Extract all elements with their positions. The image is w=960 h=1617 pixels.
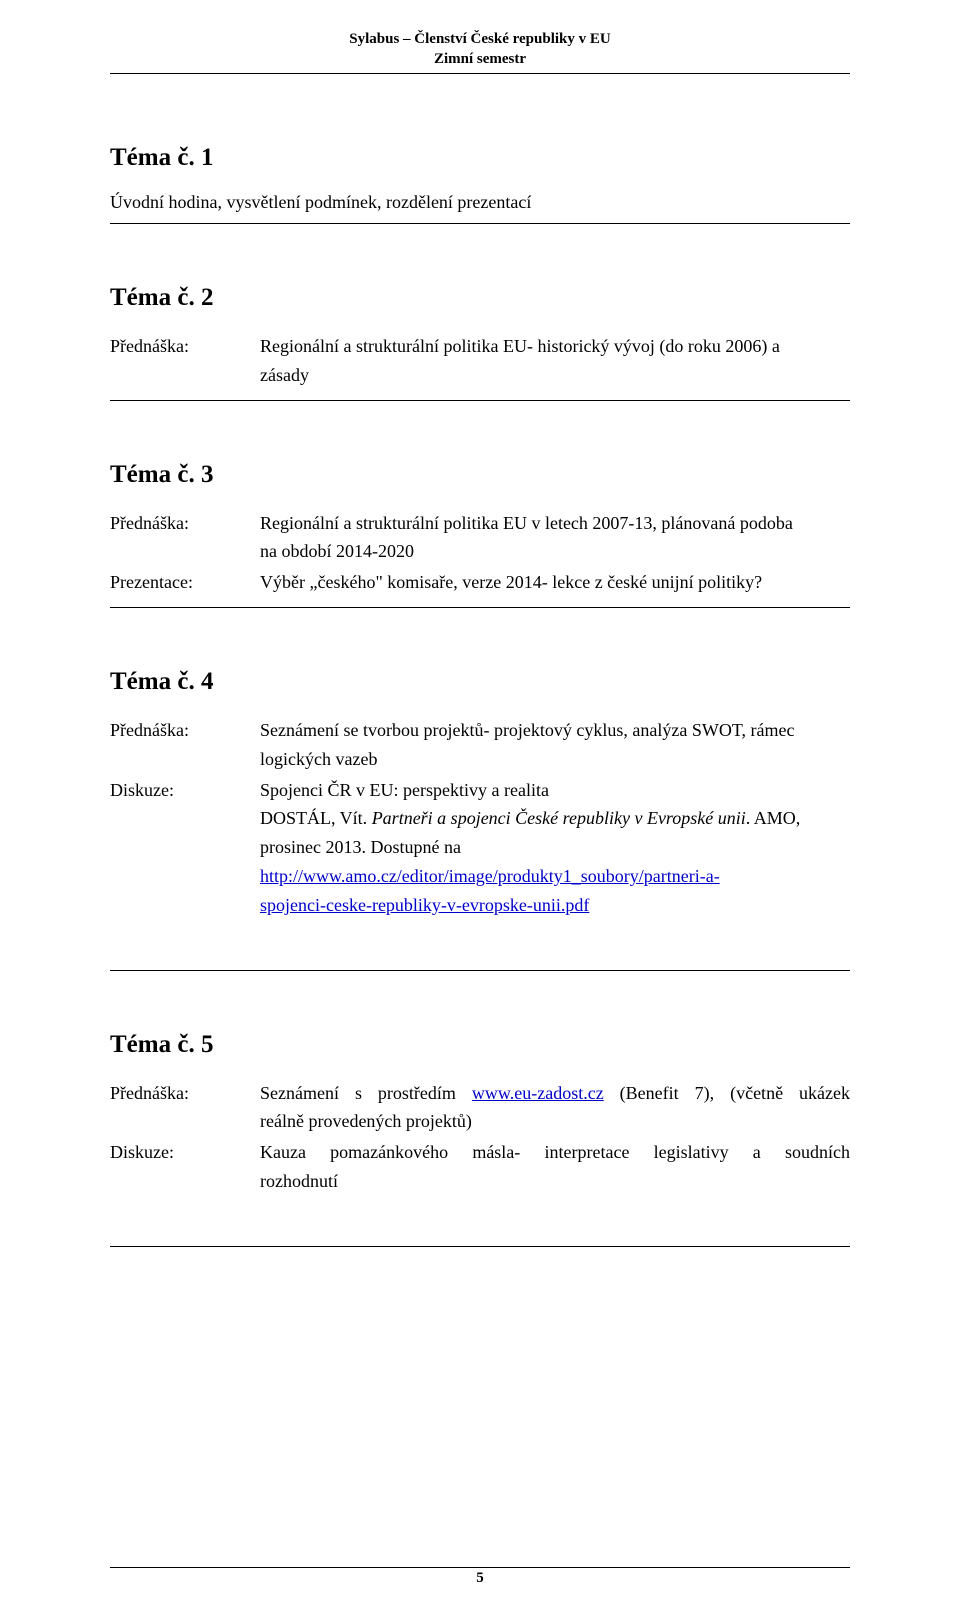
tema5-row2-l1: Kauza pomazánkového másla- interpretace …: [260, 1138, 850, 1167]
tema4-row1-l1: Seznámení se tvorbou projektů- projektov…: [260, 720, 795, 740]
tema3-row2-content: Výběr „českého" komisaře, verze 2014- le…: [260, 568, 850, 597]
tema4-row1-content: Seznámení se tvorbou projektů- projektov…: [260, 716, 850, 774]
tema4-row2-label: Diskuze:: [110, 776, 260, 920]
tema5-row1-pre: Seznámení s prostředím: [260, 1083, 472, 1103]
tema4-title: Téma č. 4: [110, 668, 850, 696]
page-number: 5: [476, 1570, 484, 1586]
tema4-row2-l2-pre: DOSTÁL, Vít.: [260, 808, 372, 828]
section-divider: [110, 970, 850, 971]
tema5-row2-l2: rozhodnutí: [260, 1167, 850, 1196]
tema5-row1-post: (Benefit 7), (včetně ukázek: [604, 1083, 850, 1103]
tema4-link-part2[interactable]: spojenci-ceske-republiky-v-evropske-unii…: [260, 895, 589, 915]
section-divider: [110, 400, 850, 401]
tema2-label: Přednáška:: [110, 332, 260, 390]
tema2-content: Regionální a strukturální politika EU- h…: [260, 332, 850, 390]
tema5-row1-link[interactable]: www.eu-zadost.cz: [472, 1083, 604, 1103]
page-header: Sylabus – Členství České republiky v EU …: [110, 30, 850, 69]
tema5-row1-content: Seznámení s prostředím www.eu-zadost.cz …: [260, 1079, 850, 1137]
tema3-row2-label: Prezentace:: [110, 568, 260, 597]
tema3-row1-content: Regionální a strukturální politika EU v …: [260, 509, 850, 567]
section-divider: [110, 223, 850, 224]
section-divider: [110, 1246, 850, 1247]
tema2-title: Téma č. 2: [110, 284, 850, 312]
tema4-row2-l3: prosinec 2013. Dostupné na: [260, 837, 461, 857]
tema2-row: Přednáška: Regionální a strukturální pol…: [110, 332, 850, 390]
header-line-1: Sylabus – Členství České republiky v EU: [110, 30, 850, 50]
tema5-row2-label: Diskuze:: [110, 1138, 260, 1196]
tema1-intro: Úvodní hodina, vysvětlení podmínek, rozd…: [110, 192, 850, 213]
tema3-row2: Prezentace: Výběr „českého" komisaře, ve…: [110, 568, 850, 597]
tema4-row1-label: Přednáška:: [110, 716, 260, 774]
tema5-title: Téma č. 5: [110, 1031, 850, 1059]
tema2-content-l2: zásady: [260, 365, 309, 385]
tema5-row1-l2: reálně provedených projektů): [260, 1107, 850, 1136]
section-divider: [110, 607, 850, 608]
tema4-row2-l1: Spojenci ČR v EU: perspektivy a realita: [260, 780, 549, 800]
tema4-row2-l2-italic: Partneři a spojenci České republiky v Ev…: [372, 808, 746, 828]
header-divider: [110, 73, 850, 74]
tema4-row2-content: Spojenci ČR v EU: perspektivy a realita …: [260, 776, 850, 920]
tema3-row1-l1: Regionální a strukturální politika EU v …: [260, 513, 793, 533]
tema5-row1-label: Přednáška:: [110, 1079, 260, 1137]
tema3-title: Téma č. 3: [110, 461, 850, 489]
tema4-link-part1[interactable]: http://www.amo.cz/editor/image/produkty1…: [260, 866, 720, 886]
tema4-row2: Diskuze: Spojenci ČR v EU: perspektivy a…: [110, 776, 850, 920]
tema4-row1: Přednáška: Seznámení se tvorbou projektů…: [110, 716, 850, 774]
tema2-content-l1: Regionální a strukturální politika EU- h…: [260, 336, 780, 356]
tema5-row1-line1: Seznámení s prostředím www.eu-zadost.cz …: [260, 1079, 850, 1108]
header-line-2: Zimní semestr: [110, 50, 850, 70]
page-footer: 5: [0, 1567, 960, 1587]
tema5-row2: Diskuze: Kauza pomazánkového másla- inte…: [110, 1138, 850, 1196]
page: Sylabus – Členství České republiky v EU …: [0, 0, 960, 1617]
tema5-row2-content: Kauza pomazánkového másla- interpretace …: [260, 1138, 850, 1196]
tema3-row1-l2: na období 2014-2020: [260, 541, 414, 561]
tema4-row2-l2-post: . AMO,: [746, 808, 801, 828]
tema5-row1: Přednáška: Seznámení s prostředím www.eu…: [110, 1079, 850, 1137]
tema3-row1-label: Přednáška:: [110, 509, 260, 567]
tema4-row1-l2: logických vazeb: [260, 749, 377, 769]
footer-rule: [110, 1567, 850, 1568]
tema1-title: Téma č. 1: [110, 144, 850, 172]
tema3-row1: Přednáška: Regionální a strukturální pol…: [110, 509, 850, 567]
